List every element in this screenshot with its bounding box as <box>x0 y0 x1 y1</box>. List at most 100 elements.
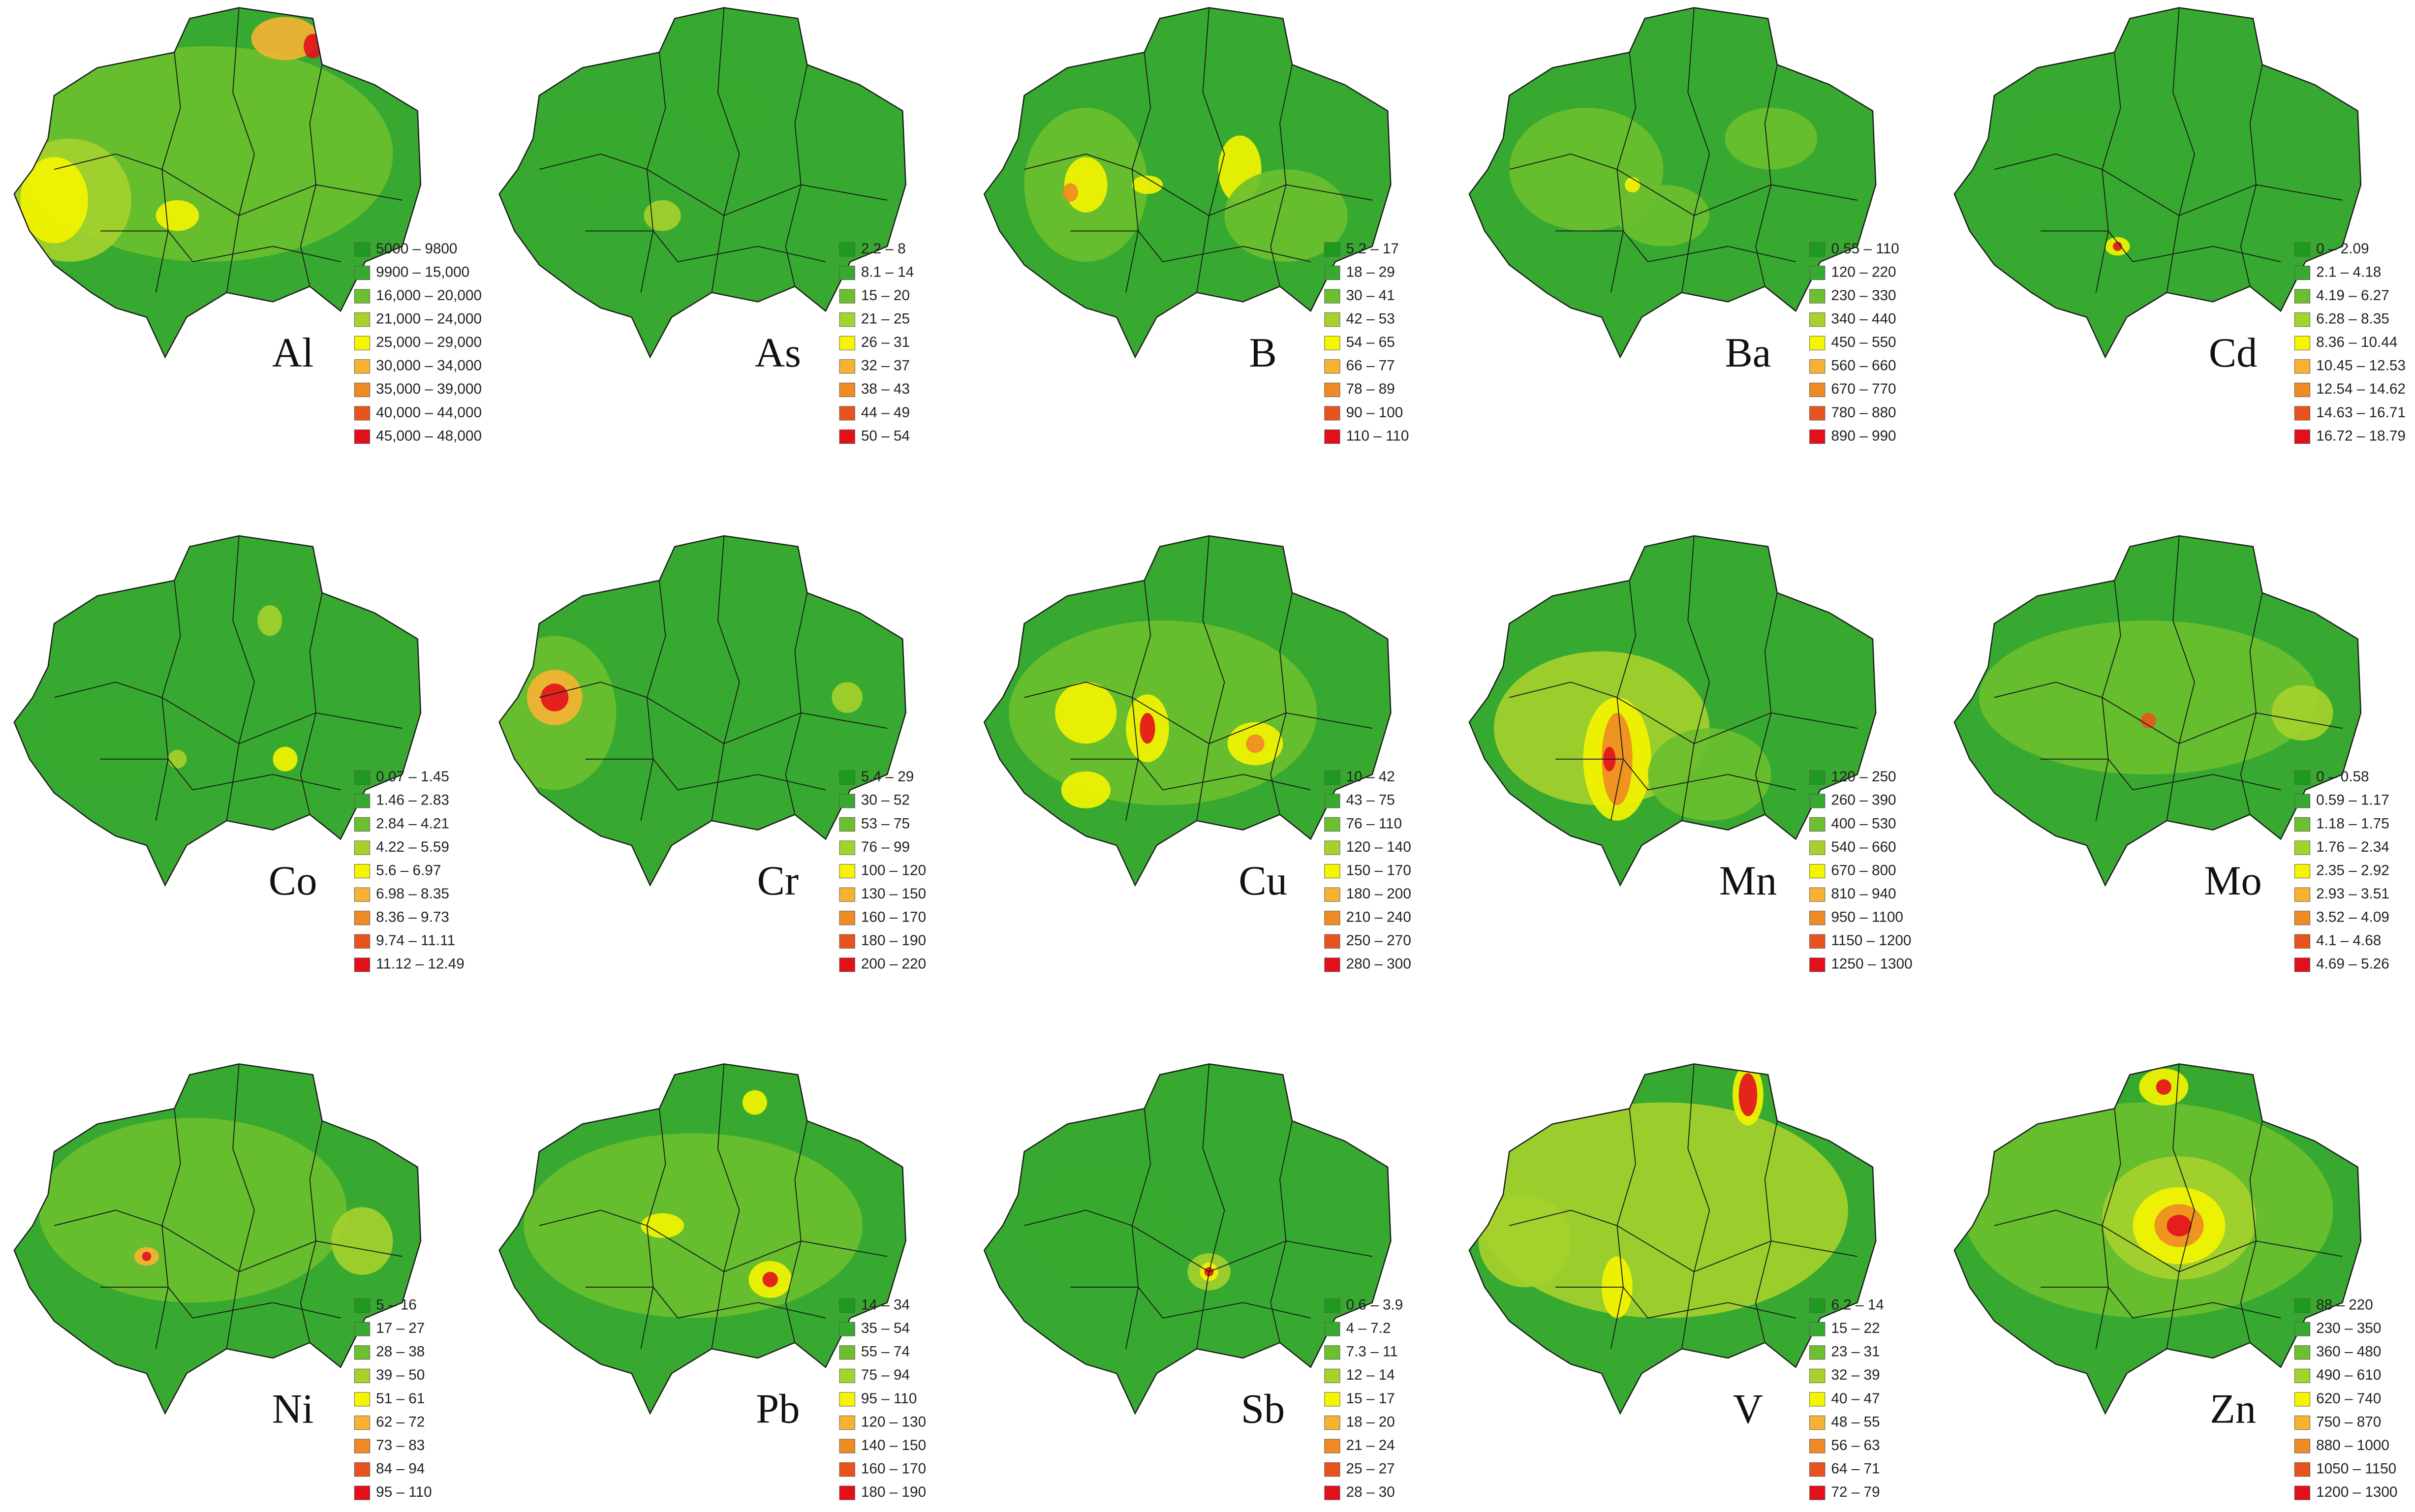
legend-swatch <box>1324 911 1340 926</box>
legend-swatch <box>1809 429 1826 444</box>
legend-swatch <box>354 289 371 304</box>
legend-swatch <box>1809 289 1826 304</box>
legend-label: 95 – 110 <box>376 1484 432 1500</box>
map <box>1954 7 2361 358</box>
map <box>14 1064 421 1414</box>
legend-label: 18 – 20 <box>1346 1414 1395 1430</box>
legend-swatch <box>1809 1345 1826 1360</box>
legend-label: 50 – 54 <box>861 428 910 444</box>
surface-patch <box>524 1133 863 1318</box>
legend-label: 14 – 34 <box>861 1297 910 1313</box>
map-outline <box>498 1063 906 1415</box>
surface-patch <box>1024 1164 1178 1288</box>
map-outline <box>13 1063 422 1415</box>
map-fill <box>984 7 1391 358</box>
legend-swatch <box>354 1392 371 1407</box>
legend-label: 620 – 740 <box>2316 1390 2381 1407</box>
legend-label: 5000 – 9800 <box>376 241 457 257</box>
legend-label: 25 – 27 <box>1346 1460 1395 1477</box>
legend-swatch <box>354 1462 371 1477</box>
legend-label: 10 – 42 <box>1346 769 1395 785</box>
legend-swatch <box>1324 934 1340 949</box>
legend-label: 160 – 170 <box>861 1460 926 1477</box>
surface-patch <box>2010 108 2133 200</box>
legend-label: 560 – 660 <box>1831 358 1896 374</box>
legend-swatch <box>354 864 371 879</box>
map <box>1954 1064 2361 1414</box>
surface-patch <box>1647 728 1771 821</box>
legend-label: 2.84 – 4.21 <box>376 815 449 832</box>
legend-swatch <box>2294 770 2311 785</box>
map-outline <box>1468 7 1877 359</box>
element-label: Zn <box>2210 1386 2256 1432</box>
legend-swatch <box>839 864 855 879</box>
element-label: Mo <box>2204 858 2261 904</box>
district-border <box>539 153 888 216</box>
legend-swatch <box>839 406 855 421</box>
legend-swatch <box>839 1485 855 1500</box>
legend-label: 95 – 110 <box>861 1390 917 1407</box>
legend-label: 30 – 41 <box>1346 287 1395 304</box>
legend-swatch <box>839 1462 855 1477</box>
legend-swatch <box>839 312 855 327</box>
legend-label: 120 – 220 <box>1831 264 1896 280</box>
legend-label: 2.35 – 2.92 <box>2316 862 2389 878</box>
map <box>499 7 906 358</box>
legend-label: 1.76 – 2.34 <box>2316 839 2389 855</box>
legend-swatch <box>1324 1368 1340 1383</box>
legend-swatch <box>1324 242 1340 257</box>
map-fill <box>499 7 906 358</box>
legend-label: 210 – 240 <box>1346 909 1411 926</box>
legend-label: 72 – 79 <box>1831 1484 1880 1500</box>
surface-patch <box>331 1207 393 1275</box>
legend-swatch <box>839 1392 855 1407</box>
legend-label: 670 – 800 <box>1831 862 1896 878</box>
map-fill <box>14 536 421 886</box>
map <box>1469 536 1876 886</box>
district-border <box>54 153 402 216</box>
legend-swatch <box>839 1345 855 1360</box>
surface-patch <box>832 682 863 713</box>
legend-label: 45,000 – 48,000 <box>376 428 482 444</box>
legend-label: 150 – 170 <box>1346 862 1411 878</box>
legend-label: 26 – 31 <box>861 334 910 350</box>
legend-label: 950 – 1100 <box>1831 909 1903 926</box>
legend-label: 32 – 37 <box>861 358 910 374</box>
legend-swatch <box>354 770 371 785</box>
legend-label: 450 – 550 <box>1831 334 1896 350</box>
legend-swatch <box>2294 1439 2311 1453</box>
district-border <box>1070 758 1311 791</box>
legend-label: 810 – 940 <box>1831 886 1896 902</box>
legend-swatch <box>839 336 855 350</box>
legend-swatch <box>1324 289 1340 304</box>
element-label: Cu <box>1238 858 1287 904</box>
legend-label: 200 – 220 <box>861 956 926 972</box>
legend-swatch <box>354 840 371 855</box>
legend-label: 0 – 0.58 <box>2316 769 2369 785</box>
legend-label: 140 – 150 <box>861 1437 926 1453</box>
legend-label: 120 – 250 <box>1831 769 1896 785</box>
legend-swatch <box>1324 1298 1340 1313</box>
map-fill <box>1954 7 2361 358</box>
legend-label: 180 – 190 <box>861 932 926 949</box>
map <box>14 536 421 886</box>
legend-label: 84 – 94 <box>376 1460 425 1477</box>
surface-patch <box>2271 685 2333 741</box>
legend-label: 4.69 – 5.26 <box>2316 956 2389 972</box>
legend-label: 180 – 200 <box>1346 886 1411 902</box>
legend-label: 10.45 – 12.53 <box>2316 358 2406 374</box>
surface-patch <box>1224 169 1348 262</box>
legend-label: 8.36 – 9.73 <box>376 909 449 926</box>
legend-swatch <box>2294 242 2311 257</box>
map-panel: Cu 10 – 42 43 – 75 76 – 110 120 – 140 150 – 1… <box>983 535 1411 972</box>
legend-swatch <box>2294 1298 2311 1313</box>
legend-swatch <box>354 406 371 421</box>
legend-label: 30,000 – 34,000 <box>376 358 482 374</box>
legend-label: 4 – 7.2 <box>1346 1320 1391 1336</box>
legend-swatch <box>2294 336 2311 350</box>
district-border <box>2040 1287 2281 1319</box>
legend-label: 76 – 110 <box>1346 815 1402 832</box>
legend-label: 21,000 – 24,000 <box>376 310 482 327</box>
legend-label: 43 – 75 <box>1346 792 1395 808</box>
